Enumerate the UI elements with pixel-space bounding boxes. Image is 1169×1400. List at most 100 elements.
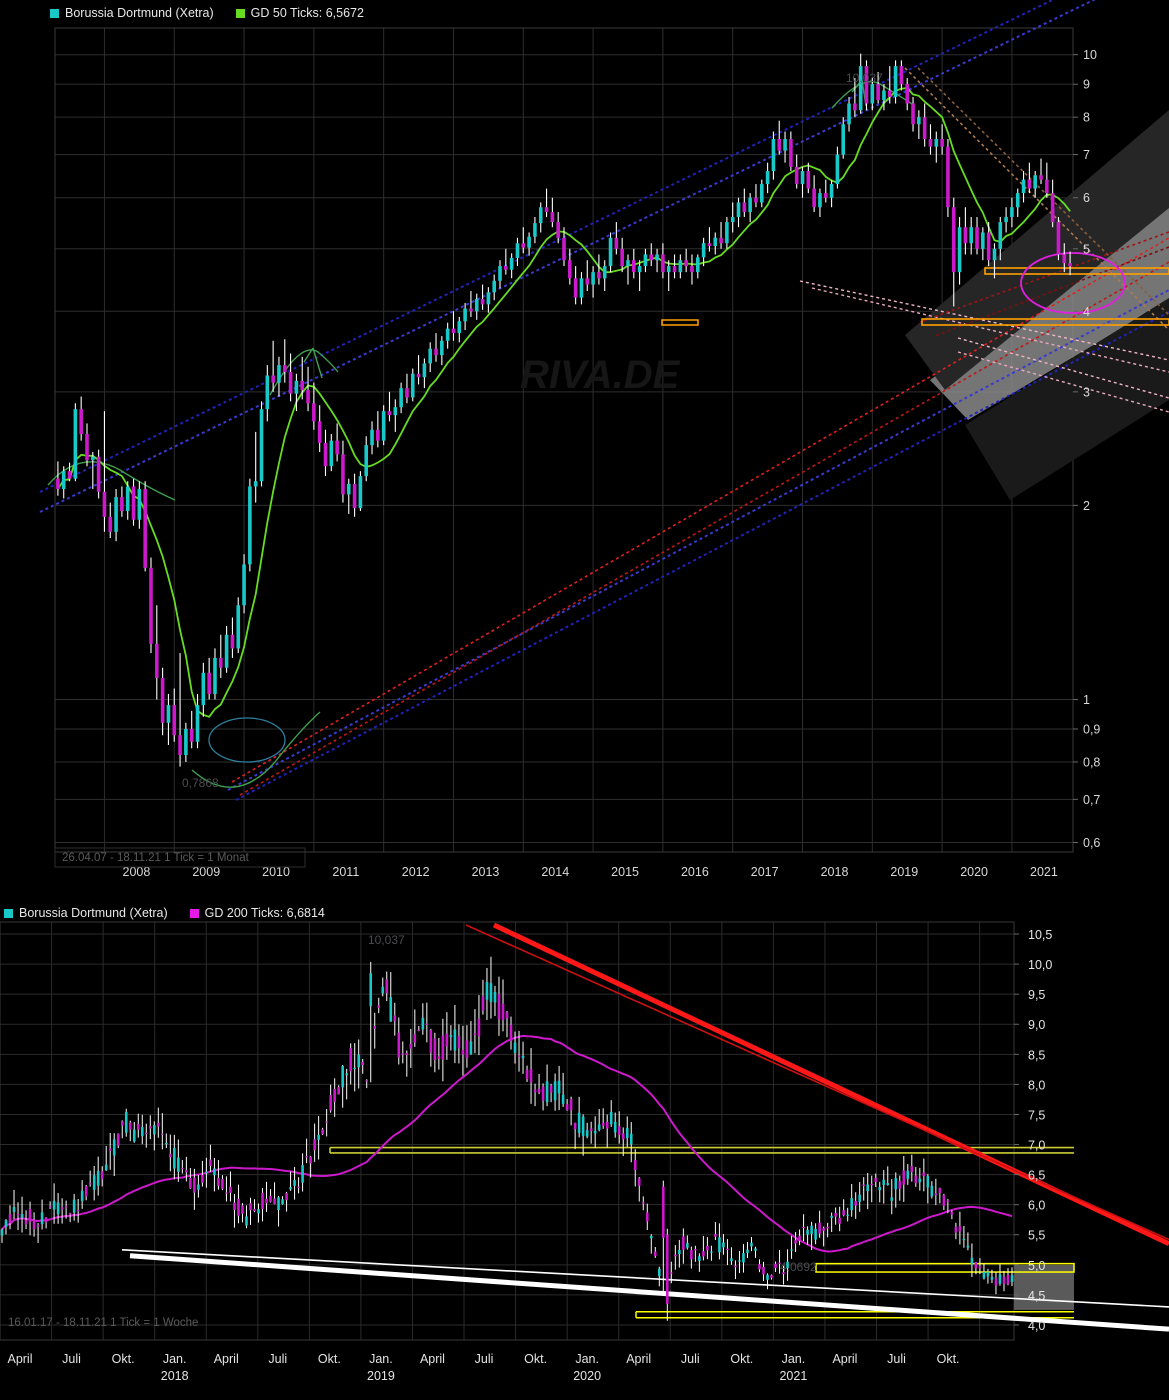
legend-swatch-price bbox=[50, 8, 59, 18]
svg-text:10,5: 10,5 bbox=[1028, 928, 1052, 942]
svg-text:Juli: Juli bbox=[475, 1352, 494, 1366]
magenta-highlight-ellipse bbox=[1020, 252, 1126, 314]
candlestick-series[interactable] bbox=[0, 956, 1014, 1321]
svg-text:7: 7 bbox=[1083, 148, 1090, 162]
svg-text:2021: 2021 bbox=[1030, 865, 1058, 879]
svg-text:April: April bbox=[7, 1352, 32, 1366]
svg-text:0,8: 0,8 bbox=[1083, 755, 1100, 769]
legend-item-price-w[interactable]: Borussia Dortmund (Xetra) bbox=[4, 906, 168, 920]
svg-text:2011: 2011 bbox=[332, 865, 359, 879]
svg-text:5,0: 5,0 bbox=[1028, 1259, 1045, 1273]
svg-text:Jan.: Jan. bbox=[369, 1352, 393, 1366]
svg-text:2020: 2020 bbox=[960, 865, 988, 879]
top-chart-legend: Borussia Dortmund (Xetra) GD 50 Ticks: 6… bbox=[50, 0, 364, 20]
x-axis-labels: April Juli Okt. Jan. 2018 April Juli Okt. Jan. 20… bbox=[7, 1352, 959, 1383]
svg-text:9: 9 bbox=[1083, 78, 1090, 92]
svg-text:0,7: 0,7 bbox=[1083, 793, 1100, 807]
svg-text:4,0: 4,0 bbox=[1028, 1319, 1045, 1333]
svg-text:1: 1 bbox=[1083, 693, 1090, 707]
svg-text:April: April bbox=[420, 1352, 445, 1366]
svg-text:Okt.: Okt. bbox=[112, 1352, 135, 1366]
svg-text:6: 6 bbox=[1083, 191, 1090, 205]
svg-text:0,9: 0,9 bbox=[1083, 722, 1100, 736]
svg-text:2009: 2009 bbox=[192, 865, 220, 879]
legend-swatch-price-w bbox=[4, 908, 13, 918]
svg-text:8,5: 8,5 bbox=[1028, 1048, 1045, 1062]
low-annotation: 0,7868 bbox=[182, 776, 219, 790]
svg-text:7,5: 7,5 bbox=[1028, 1108, 1045, 1122]
white-support-lines bbox=[121, 1248, 1169, 1332]
candlestick-series[interactable] bbox=[56, 53, 1072, 767]
svg-text:0,6: 0,6 bbox=[1083, 836, 1100, 850]
svg-text:6,5: 6,5 bbox=[1028, 1169, 1045, 1183]
svg-text:5: 5 bbox=[1083, 242, 1090, 256]
svg-text:7,0: 7,0 bbox=[1028, 1139, 1045, 1153]
svg-text:2: 2 bbox=[1083, 499, 1090, 513]
svg-text:2015: 2015 bbox=[611, 865, 639, 879]
legend-label-ma200: GD 200 Ticks: 6,6814 bbox=[204, 906, 325, 920]
monthly-chart-panel[interactable]: Borussia Dortmund (Xetra) GD 50 Ticks: 6… bbox=[0, 0, 1169, 900]
svg-text:2016: 2016 bbox=[681, 865, 709, 879]
svg-text:26.04.07 - 18.11.21 1 Tick =: 26.04.07 - 18.11.21 1 Tick = 1 Monat bbox=[62, 852, 250, 864]
red-resistance-lines bbox=[465, 922, 1169, 1247]
svg-text:2013: 2013 bbox=[472, 865, 500, 879]
legend-swatch-ma50 bbox=[235, 8, 245, 18]
svg-text:8,0: 8,0 bbox=[1028, 1078, 1045, 1092]
range-info: 16.01.17 - 18.11.21 1 Tick = 1 Woche bbox=[8, 1317, 198, 1329]
low-annotation: 4,0692 bbox=[780, 1260, 817, 1274]
y-axis-labels: 10 9 8 7 6 5 4 3 2 1 0,9 0,8 0,7 0,6 bbox=[1073, 48, 1100, 850]
svg-text:2010: 2010 bbox=[262, 865, 290, 879]
legend-label-ma50: GD 50 Ticks: 6,5672 bbox=[250, 6, 364, 20]
orange-level-boxes bbox=[661, 267, 1169, 326]
x-axis-labels: 2008 2009 2010 2011 2012 2013 2014 2015 2016 2017… bbox=[123, 865, 1058, 879]
svg-text:10,0: 10,0 bbox=[1028, 958, 1052, 972]
ma200-line bbox=[1, 1034, 1013, 1253]
svg-text:2020: 2020 bbox=[573, 1369, 601, 1383]
monthly-chart-canvas[interactable]: RIVA.DE 10,037 0,7868 10 9 8 7 6 5 4 3 2 1 0,9 0,8 0,7 0… bbox=[0, 0, 1169, 900]
svg-text:4: 4 bbox=[1083, 305, 1090, 319]
svg-text:Okt.: Okt. bbox=[937, 1352, 960, 1366]
svg-text:April: April bbox=[214, 1352, 239, 1366]
svg-text:Jan.: Jan. bbox=[163, 1352, 187, 1366]
svg-text:2019: 2019 bbox=[367, 1369, 395, 1383]
svg-text:April: April bbox=[832, 1352, 857, 1366]
svg-text:April: April bbox=[626, 1352, 651, 1366]
svg-text:9,0: 9,0 bbox=[1028, 1018, 1045, 1032]
svg-text:5,5: 5,5 bbox=[1028, 1229, 1045, 1243]
svg-text:6,0: 6,0 bbox=[1028, 1199, 1045, 1213]
grid-lines bbox=[0, 921, 1015, 1341]
svg-text:Juli: Juli bbox=[62, 1352, 81, 1366]
svg-text:4,5: 4,5 bbox=[1028, 1289, 1045, 1303]
svg-text:2018: 2018 bbox=[161, 1369, 189, 1383]
red-trend-lines bbox=[231, 237, 1169, 796]
horizontal-levels bbox=[329, 1146, 1075, 1319]
weekly-chart-canvas[interactable]: 10,037 4,0692 10,5 10,0 9,5 9,0 8,5 8,0 7,5 7,0 6,… bbox=[0, 900, 1169, 1400]
svg-text:8: 8 bbox=[1083, 111, 1090, 125]
y-axis-labels: 10,5 10,0 9,5 9,0 8,5 8,0 7,5 7,0 6,5 6,0 5,5 5,0 4,… bbox=[1014, 928, 1052, 1333]
legend-label-price-w: Borussia Dortmund (Xetra) bbox=[19, 906, 168, 920]
svg-text:2008: 2008 bbox=[123, 865, 151, 879]
svg-text:Okt.: Okt. bbox=[524, 1352, 547, 1366]
high-annotation: 10,037 bbox=[846, 71, 883, 85]
legend-item-ma200[interactable]: GD 200 Ticks: 6,6814 bbox=[189, 906, 325, 920]
svg-text:Jan.: Jan. bbox=[575, 1352, 599, 1366]
svg-text:2017: 2017 bbox=[751, 865, 779, 879]
brown-descending-lines bbox=[904, 67, 1169, 331]
legend-label-price: Borussia Dortmund (Xetra) bbox=[65, 6, 214, 20]
legend-item-price[interactable]: Borussia Dortmund (Xetra) bbox=[50, 6, 214, 20]
svg-text:16.01.17 - 18.11.21 1 Tick =: 16.01.17 - 18.11.21 1 Tick = 1 Woche bbox=[8, 1317, 198, 1329]
svg-text:2014: 2014 bbox=[541, 865, 569, 879]
svg-text:9,5: 9,5 bbox=[1028, 988, 1045, 1002]
svg-text:Juli: Juli bbox=[268, 1352, 287, 1366]
weekly-chart-panel[interactable]: Borussia Dortmund (Xetra) GD 200 Ticks: … bbox=[0, 900, 1169, 1400]
high-annotation: 10,037 bbox=[368, 933, 405, 947]
watermark: RIVA.DE bbox=[520, 353, 681, 397]
bottom-chart-legend: Borussia Dortmund (Xetra) GD 200 Ticks: … bbox=[4, 900, 325, 920]
svg-text:2019: 2019 bbox=[890, 865, 918, 879]
svg-text:2021: 2021 bbox=[779, 1369, 807, 1383]
svg-text:Juli: Juli bbox=[887, 1352, 906, 1366]
pink-descending-lines bbox=[799, 280, 1169, 413]
svg-text:3: 3 bbox=[1083, 385, 1090, 399]
svg-text:Okt.: Okt. bbox=[730, 1352, 753, 1366]
legend-item-ma50[interactable]: GD 50 Ticks: 6,5672 bbox=[235, 6, 364, 20]
